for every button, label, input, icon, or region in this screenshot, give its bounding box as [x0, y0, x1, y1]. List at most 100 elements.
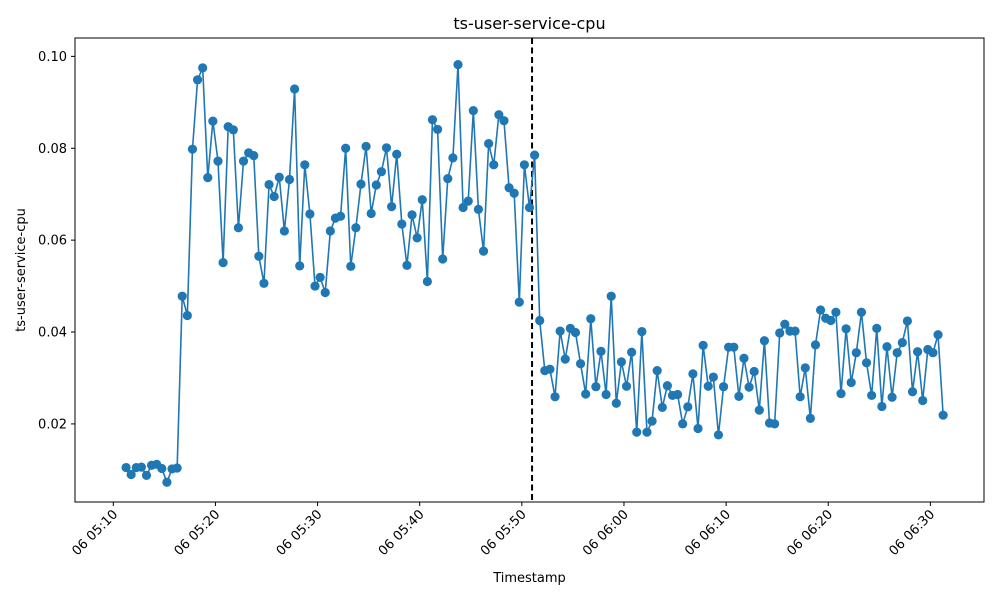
data-point	[289, 84, 300, 94]
data-point	[688, 369, 698, 379]
data-point	[351, 223, 361, 233]
data-point	[417, 195, 427, 205]
data-point	[208, 116, 218, 126]
data-point	[555, 326, 565, 336]
data-point	[478, 246, 489, 256]
data-point	[775, 328, 785, 338]
data-point	[810, 340, 821, 350]
data-point	[427, 115, 438, 125]
data-point	[902, 316, 913, 326]
data-point	[274, 172, 284, 182]
data-point	[402, 260, 412, 271]
data-point	[315, 272, 325, 282]
data-point	[381, 143, 392, 153]
data-point	[473, 204, 484, 214]
data-point	[683, 402, 693, 412]
data-point	[346, 261, 356, 271]
data-point	[392, 149, 402, 159]
y-tick-label: 0.06	[38, 234, 67, 249]
data-point	[744, 382, 754, 392]
data-point	[177, 291, 187, 301]
data-point	[376, 167, 386, 177]
data-point	[713, 430, 724, 440]
data-point	[162, 477, 172, 487]
data-point	[591, 382, 601, 392]
x-axis-label: Timestamp	[492, 571, 566, 586]
data-point	[432, 124, 443, 135]
data-point	[938, 410, 948, 420]
data-point	[136, 462, 146, 472]
data-point	[341, 143, 351, 153]
data-point	[157, 463, 167, 474]
data-point	[213, 156, 223, 166]
data-point	[305, 209, 315, 219]
data-point	[141, 470, 152, 480]
data-point	[836, 388, 846, 399]
data-point	[371, 180, 381, 190]
data-point	[907, 387, 918, 397]
data-point	[678, 419, 688, 429]
data-point	[182, 310, 192, 321]
data-point	[708, 372, 718, 382]
data-point	[826, 315, 836, 326]
data-point	[397, 219, 407, 229]
data-point	[249, 151, 259, 161]
data-point	[509, 188, 519, 198]
data-point	[320, 287, 330, 298]
data-point	[218, 258, 228, 268]
data-point	[325, 226, 335, 236]
data-point	[575, 359, 586, 369]
data-point	[892, 348, 902, 358]
data-point	[856, 307, 867, 317]
data-point	[831, 307, 841, 317]
data-point	[586, 314, 596, 324]
data-point	[734, 391, 744, 401]
data-point	[259, 278, 269, 288]
data-point	[387, 202, 397, 212]
data-point	[550, 392, 560, 402]
data-point	[121, 462, 131, 473]
data-point	[698, 340, 708, 350]
data-point	[545, 364, 555, 374]
chart-title: ts-user-service-cpu	[453, 14, 605, 33]
data-point	[519, 160, 529, 170]
data-point	[489, 160, 499, 170]
data-point	[718, 382, 729, 392]
data-point	[233, 223, 244, 233]
data-point	[269, 191, 279, 202]
y-tick-label: 0.02	[38, 417, 67, 432]
data-point	[535, 315, 545, 326]
y-axis-ticks: 0.02 0.04 0.06 0.08 0.10	[38, 50, 75, 432]
data-point	[279, 226, 289, 236]
data-point	[770, 419, 780, 429]
data-point	[499, 116, 509, 126]
data-point	[897, 337, 907, 348]
data-point	[652, 366, 662, 376]
plot-content	[121, 38, 948, 502]
data-point	[877, 401, 887, 412]
data-point	[882, 342, 892, 352]
data-point	[662, 381, 672, 391]
y-tick-label: 0.10	[38, 50, 67, 65]
data-point	[422, 276, 432, 287]
data-point	[846, 377, 856, 388]
data-point	[453, 60, 463, 70]
data-point	[872, 323, 882, 333]
data-point	[693, 423, 703, 434]
data-point	[458, 202, 468, 213]
data-point	[861, 358, 872, 368]
data-point	[448, 153, 458, 163]
data-point	[295, 261, 305, 271]
data-point	[703, 381, 713, 391]
data-point	[637, 326, 647, 337]
data-point	[494, 110, 504, 120]
data-point	[412, 233, 422, 243]
data-point	[887, 392, 897, 402]
data-point	[867, 390, 877, 401]
data-point	[913, 347, 923, 357]
y-tick-label: 0.08	[38, 142, 67, 157]
data-point	[673, 389, 683, 400]
data-point	[203, 173, 213, 183]
data-point	[815, 305, 826, 315]
